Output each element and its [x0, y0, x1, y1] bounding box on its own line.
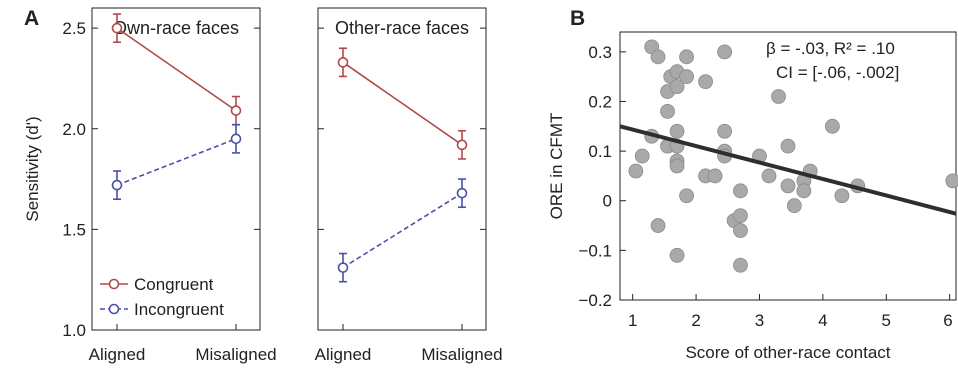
x-tick-label: 3	[755, 311, 764, 330]
series-line-congruent	[342, 61, 463, 146]
y-tick-label: 0.1	[588, 142, 612, 161]
data-point-congruent	[230, 105, 242, 116]
panel-title-own-race: Own-race faces	[113, 18, 239, 38]
data-point-congruent	[111, 22, 123, 34]
data-point-incongruent	[456, 187, 468, 199]
scatter-point	[679, 49, 694, 65]
panel-a-letter: A	[24, 7, 39, 30]
plot-frame-own-race	[91, 7, 261, 331]
scatter-point	[650, 218, 666, 233]
panel-b-scatter: ORE in CFMT Score of other-race contact …	[547, 31, 958, 362]
y-tick-label: 0	[603, 192, 612, 211]
data-point-incongruent	[337, 262, 349, 273]
scatter-point	[679, 69, 694, 85]
legend-incongruent-marker	[108, 303, 120, 315]
scatter-point	[669, 79, 685, 94]
x-labels-own-race: Aligned Misaligned	[89, 345, 277, 364]
series-line-incongruent	[116, 138, 237, 186]
x-axis-title-contact: Score of other-race contact	[685, 343, 890, 362]
scatter-point	[733, 208, 748, 224]
scatter-point	[733, 183, 748, 199]
scatter-point	[650, 49, 666, 65]
panel-b-letter: B	[570, 7, 585, 30]
scatter-point	[824, 118, 840, 134]
scatter-point	[717, 44, 733, 60]
scatter-point	[660, 104, 675, 119]
scatter-points	[628, 39, 958, 273]
y-tick-label: 0.2	[588, 92, 612, 111]
y-tick-label: −0.2	[578, 291, 612, 310]
x-tick-label: 6	[943, 311, 952, 330]
y-ticks-own-race: 1.0 1.5 2.0 2.5	[62, 19, 260, 340]
scatter-point	[780, 138, 796, 154]
y-tick-label: 2.5	[62, 19, 86, 38]
data-point-congruent	[456, 139, 468, 151]
scatter-point	[634, 148, 650, 164]
scatter-point	[780, 178, 796, 194]
plot-frame-scatter	[619, 31, 957, 301]
scatter-point	[733, 257, 748, 273]
panel-own-race: Own-race faces Sensitivity (d') 1.0 1.5 2.…	[23, 7, 277, 364]
scatter-point	[669, 158, 685, 174]
legend: Congruent Incongruent	[100, 275, 224, 319]
scatter-point	[628, 163, 644, 179]
series-own-race	[111, 13, 242, 200]
x-tick-label: Misaligned	[195, 345, 276, 364]
scatter-point	[733, 223, 748, 238]
regression-line	[619, 124, 957, 216]
scatter-point	[707, 168, 723, 184]
scatter-point	[945, 173, 958, 189]
panel-title-other-race: Other-race faces	[335, 18, 469, 38]
x-labels-other-race: Aligned Misaligned	[315, 345, 503, 364]
series-line-incongruent	[342, 192, 463, 269]
x-tick-label: 4	[818, 311, 827, 330]
y-axis-title-ore: ORE in CFMT	[547, 113, 566, 220]
plot-frame-other-race	[317, 7, 487, 331]
scatter-point	[796, 183, 812, 199]
scatter-point	[669, 247, 685, 263]
y-tick-label: 1.5	[62, 220, 86, 239]
x-tick-label: Aligned	[315, 345, 372, 364]
scatter-point	[679, 188, 694, 204]
scatter-point	[834, 188, 850, 204]
scatter-point	[717, 123, 733, 139]
y-tick-label: −0.1	[578, 241, 612, 260]
axis-ticks-scatter: 1 2 3 4 5 6 −0.2 −0.1 0 0.1 0.2 0.3	[578, 43, 952, 330]
stats-annotation-ci: CI = [-.06, -.002]	[776, 63, 899, 82]
panel-other-race: Other-race faces Aligned Misaligned	[315, 7, 503, 364]
y-axis-title-sensitivity: Sensitivity (d')	[23, 116, 42, 221]
x-tick-label: 2	[691, 311, 700, 330]
x-tick-label: Aligned	[89, 345, 146, 364]
stats-annotation-beta: β = -.03, R² = .10	[766, 39, 895, 58]
data-point-incongruent	[230, 133, 242, 145]
series-other-race	[337, 47, 468, 283]
y-tick-label: 2.0	[62, 120, 86, 139]
series-line-congruent	[116, 27, 237, 112]
scatter-point	[669, 123, 685, 139]
y-ticks-other-race	[318, 27, 486, 331]
x-tick-label: Misaligned	[421, 345, 502, 364]
data-point-incongruent	[111, 179, 123, 191]
y-tick-label: 0.3	[588, 43, 612, 62]
scatter-point	[771, 89, 786, 104]
y-tick-label: 1.0	[62, 321, 86, 340]
legend-congruent-label: Congruent	[134, 275, 214, 294]
legend-congruent-marker	[108, 278, 120, 290]
scatter-point	[761, 168, 777, 184]
data-point-congruent	[337, 57, 349, 68]
scatter-point	[698, 74, 713, 90]
scatter-point	[786, 198, 802, 214]
x-tick-label: 1	[628, 311, 637, 330]
x-tick-label: 5	[882, 311, 891, 330]
legend-incongruent-label: Incongruent	[134, 300, 224, 319]
